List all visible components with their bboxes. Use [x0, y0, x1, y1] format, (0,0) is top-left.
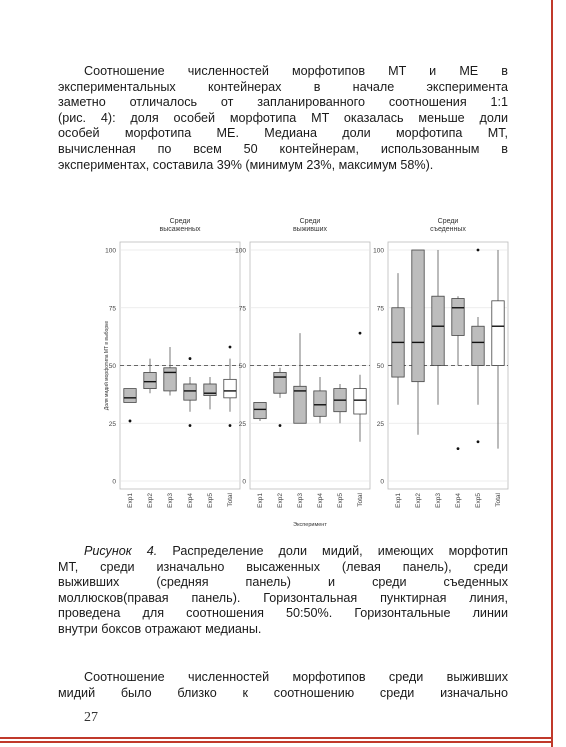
caption-label: Рисунок 4. [84, 544, 158, 558]
box [411, 249, 425, 383]
box [203, 383, 217, 396]
box [491, 300, 505, 366]
x-tick-label: Total [357, 492, 364, 506]
box [273, 372, 287, 394]
x-tick-label: Exp1 [127, 493, 134, 508]
x-tick-label: Exp5 [337, 493, 344, 508]
x-tick-label: Exp1 [257, 493, 264, 508]
text-line: (рис. 4): доля особей морфотипа MT оказа… [58, 110, 508, 125]
y-tick-label: 25 [239, 421, 247, 428]
outlier-point [188, 357, 192, 360]
x-tick-label: Total [227, 492, 234, 506]
box [353, 388, 367, 415]
x-axis-label: Эксперимент [293, 522, 327, 528]
panel-title: Среди [300, 218, 321, 225]
panel-title: съеденных [430, 226, 466, 233]
box [451, 298, 465, 336]
text-line: экспериментальных контейнерах в начале э… [58, 79, 508, 94]
box [431, 295, 445, 366]
text-line: Соотношение численностей морфотипов MT и… [84, 64, 508, 78]
page-number: 27 [84, 710, 98, 725]
y-tick-label: 50 [239, 363, 247, 370]
box [143, 372, 157, 389]
box [313, 390, 327, 417]
box [123, 388, 137, 403]
box [471, 325, 485, 366]
paragraph-morphotype-ratio: Соотношение численностей морфотипов MT и… [58, 64, 508, 173]
figure-caption: Рисунок 4. Распределение доли мидий, име… [58, 544, 508, 638]
outlier-point [358, 331, 362, 335]
text-line: проведена для соотношения 50:50%. Горизо… [58, 606, 508, 621]
outlier-point [228, 424, 232, 427]
y-tick-label: 75 [239, 305, 247, 312]
y-tick-label: 0 [242, 479, 246, 486]
box [183, 383, 197, 401]
page-border-bottom-inner [0, 741, 553, 743]
x-tick-label: Exp5 [207, 493, 214, 508]
y-tick-label: 25 [377, 421, 385, 428]
y-tick-label: 75 [109, 305, 117, 312]
x-tick-label: Exp4 [455, 493, 462, 508]
y-tick-label: 25 [109, 421, 117, 428]
outlier-point [228, 345, 232, 349]
y-tick-label: 0 [112, 479, 116, 486]
x-tick-label: Exp3 [435, 493, 442, 508]
y-tick-label: 75 [377, 305, 385, 312]
outlier-point [278, 424, 282, 427]
y-tick-label: 50 [377, 363, 385, 370]
text-line: экспериментах, составила 39% (минимум 23… [58, 157, 434, 172]
outlier-point [188, 424, 192, 427]
outlier-point [456, 447, 460, 451]
box [223, 378, 237, 399]
panel-title: выживших [293, 226, 328, 233]
page-border-right [551, 0, 553, 747]
y-tick-label: 100 [373, 248, 384, 255]
text-line: особей морфотипа ME. Медиана доли морфот… [58, 126, 508, 141]
text-line: мидий было близко к соотношению среди из… [58, 685, 508, 700]
text-line: выживших (средняя панель) и среди съеден… [58, 575, 508, 590]
x-tick-label: Exp4 [317, 493, 324, 508]
x-tick-label: Exp1 [395, 493, 402, 508]
figure-4-boxplots: Доля мидий морфотипа MT в выборкеСредивы… [103, 218, 509, 528]
x-tick-label: Exp3 [167, 493, 174, 508]
x-tick-label: Exp2 [415, 493, 422, 508]
text-line: моллюсков(правая панель). Горизонтальная… [58, 590, 508, 605]
x-tick-label: Exp5 [475, 493, 482, 508]
outlier-point [476, 248, 480, 252]
box [163, 367, 177, 392]
y-tick-label: 100 [105, 248, 116, 255]
y-tick-label: 50 [109, 363, 117, 370]
text-line: вычисленная по всем 50 контейнерам, испо… [58, 141, 508, 156]
caption-line-1: Рисунок 4. Распределение доли мидий, име… [58, 544, 508, 560]
panel-title: Среди [438, 218, 459, 225]
panel-title: высаженных [160, 226, 201, 233]
x-tick-label: Exp4 [187, 493, 194, 508]
text-line: MT, среди изначально высаженных (левая п… [58, 559, 508, 574]
outlier-point [128, 419, 132, 423]
x-tick-label: Exp2 [147, 493, 154, 508]
outlier-point [476, 440, 480, 444]
y-tick-label: 0 [380, 479, 384, 486]
x-tick-label: Total [495, 492, 502, 506]
paragraph-survivors: Соотношение численностей морфотипов сред… [58, 670, 508, 701]
box [253, 402, 267, 420]
box [293, 385, 307, 424]
panel-title: Среди [170, 218, 191, 225]
y-axis-label: Доля мидий морфотипа MT в выборке [103, 321, 110, 410]
text-line: Соотношение численностей морфотипов сред… [84, 670, 508, 684]
page-border-bottom [0, 737, 553, 739]
caption-text: Распределение доли мидий, имеющих морфот… [157, 544, 509, 558]
text-line: заметно отличалось от запланированного с… [58, 95, 508, 110]
y-tick-label: 100 [235, 248, 246, 255]
text-line: внутри боксов отражают медианы. [58, 621, 262, 636]
x-tick-label: Exp3 [297, 493, 304, 508]
x-tick-label: Exp2 [277, 493, 284, 508]
